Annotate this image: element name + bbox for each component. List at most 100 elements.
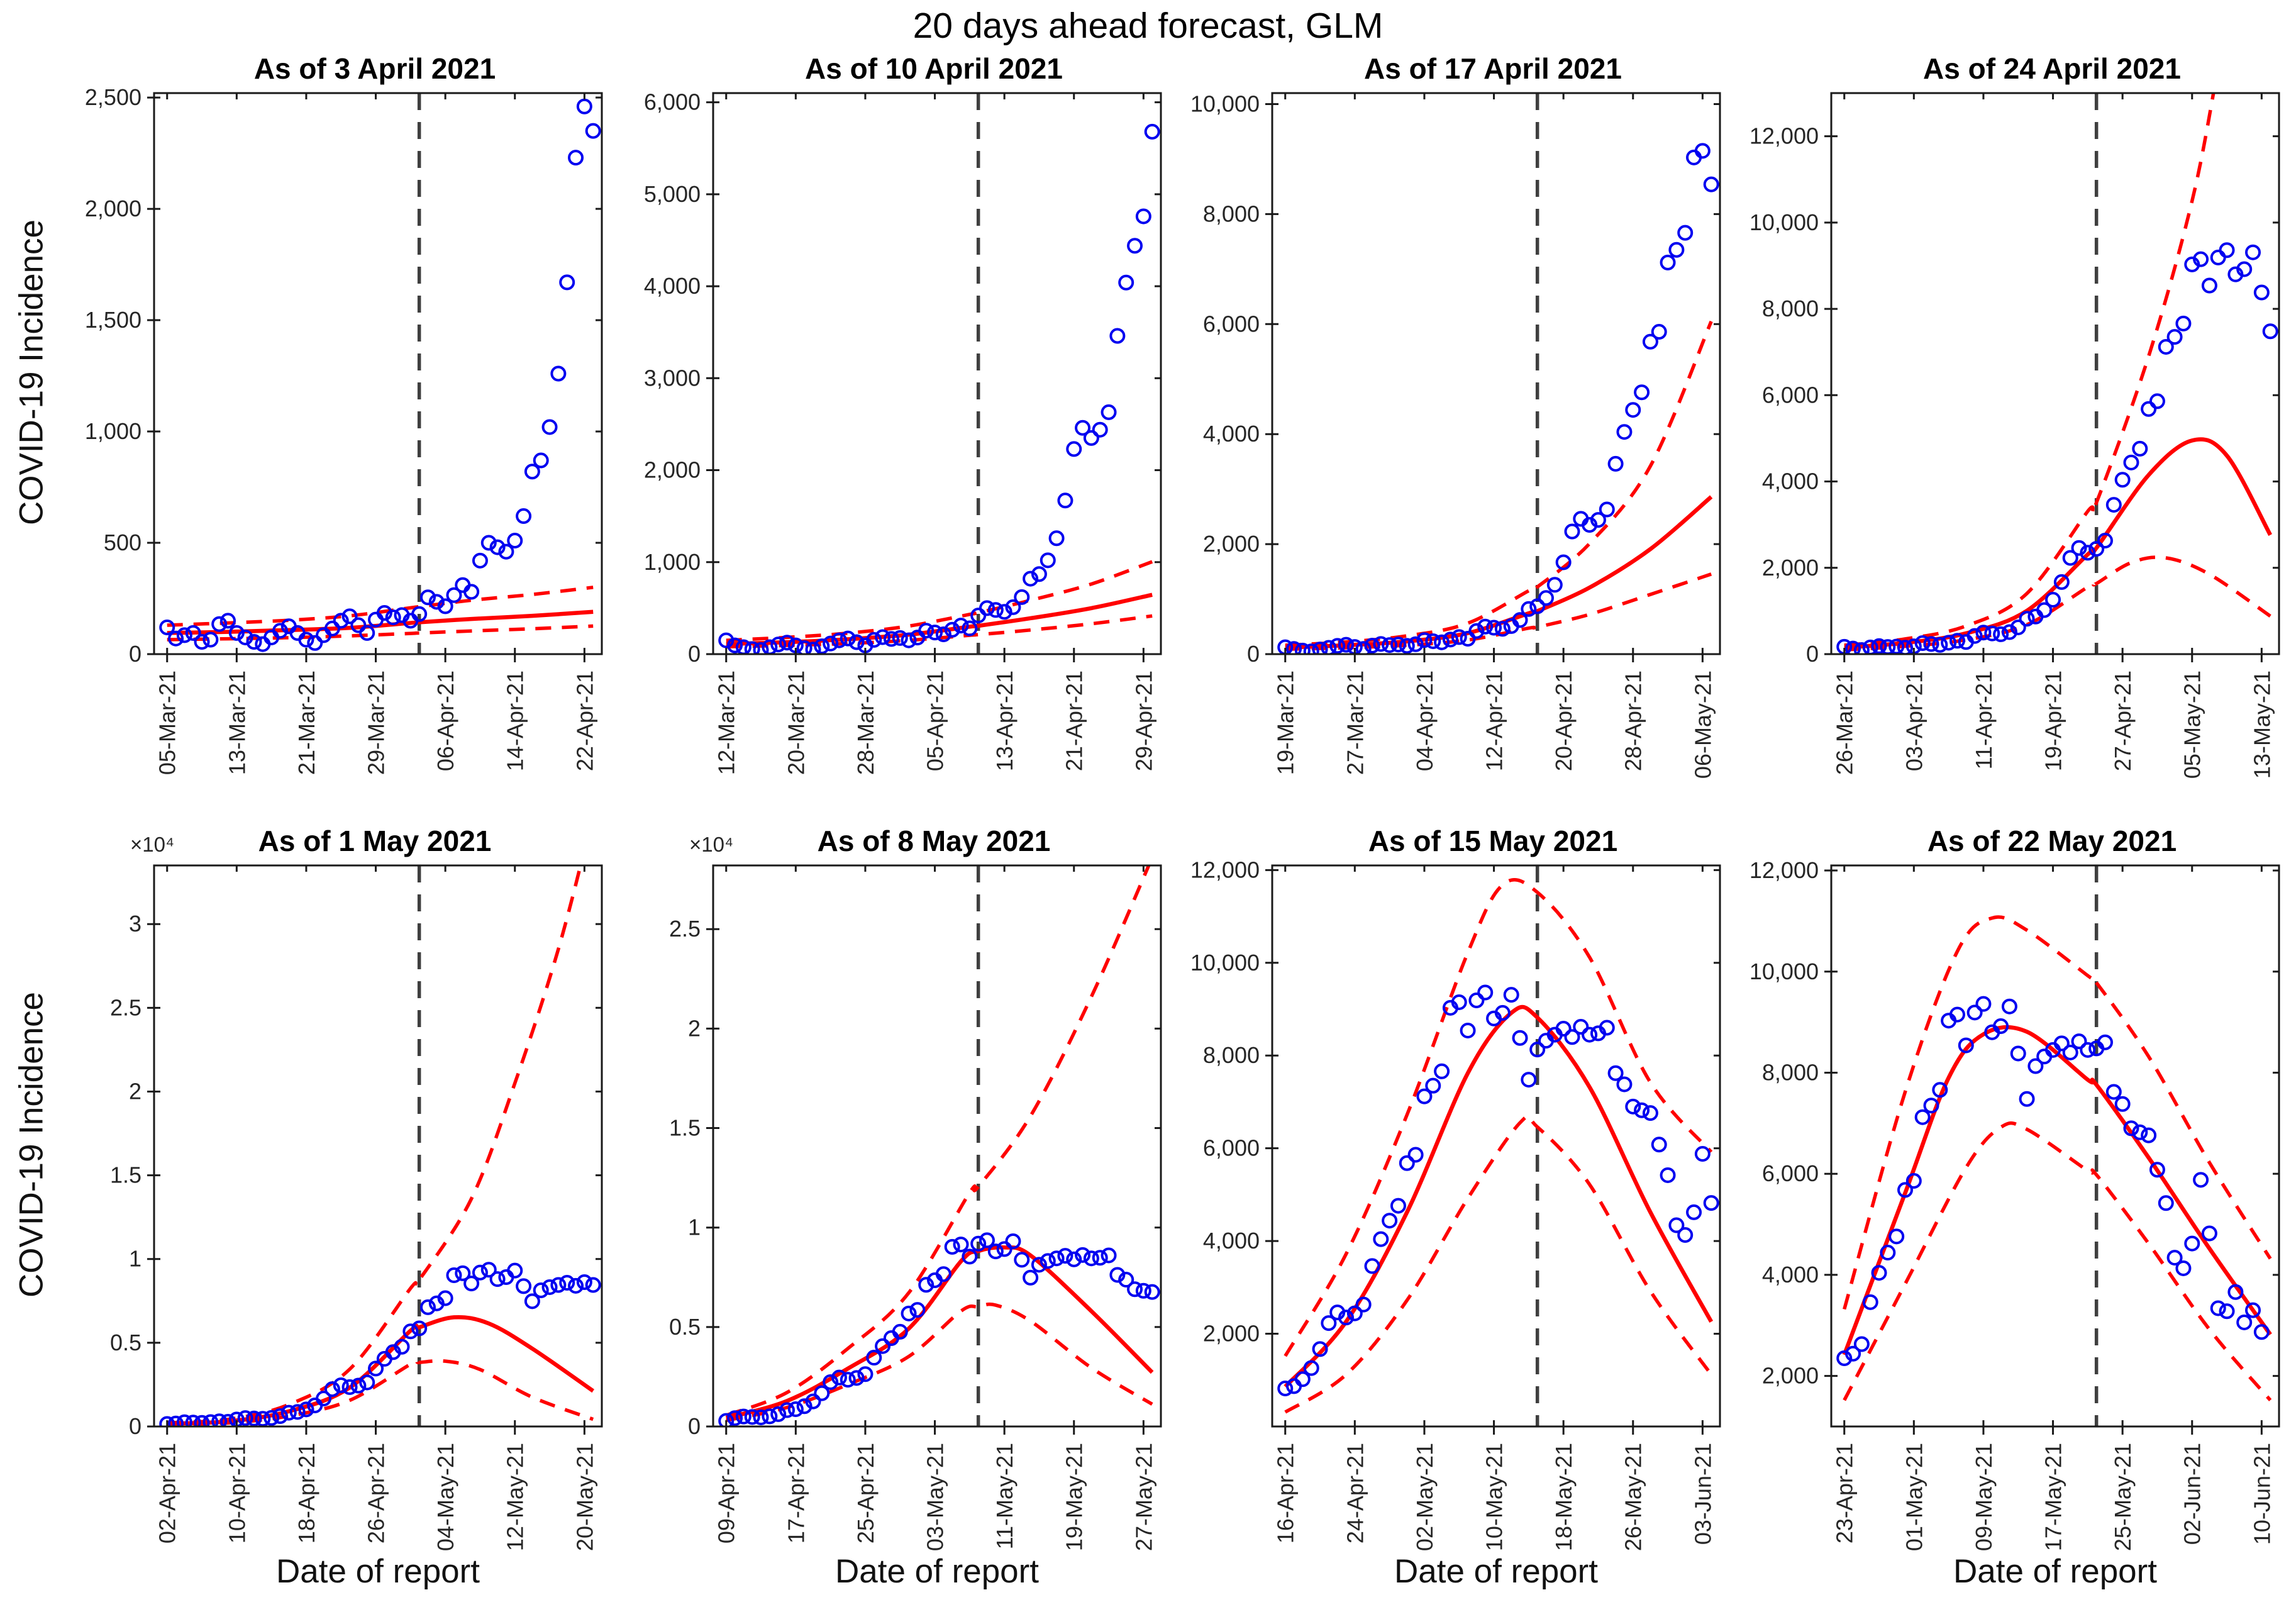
svg-text:20-Mar-21: 20-Mar-21 <box>783 670 809 775</box>
svg-text:05-May-21: 05-May-21 <box>2180 670 2205 779</box>
svg-text:4,000: 4,000 <box>1762 469 1819 494</box>
svg-text:03-Jun-21: 03-Jun-21 <box>1690 1443 1716 1545</box>
subplot-as-of-10-april-2021: As of 10 April 2021 0 1,000 2,000 3,000 4,00… <box>619 50 1178 818</box>
svg-text:09-May-21: 09-May-21 <box>1971 1443 1997 1551</box>
svg-text:0.5: 0.5 <box>669 1314 701 1340</box>
svg-text:23-Apr-21: 23-Apr-21 <box>1832 1443 1858 1543</box>
svg-text:13-Mar-21: 13-Mar-21 <box>224 670 250 775</box>
svg-text:10-Apr-21: 10-Apr-21 <box>224 1443 250 1543</box>
svg-text:2,000: 2,000 <box>85 196 141 221</box>
svg-text:02-Jun-21: 02-Jun-21 <box>2180 1443 2205 1545</box>
svg-text:28-Mar-21: 28-Mar-21 <box>853 670 879 775</box>
svg-text:06-May-21: 06-May-21 <box>1690 670 1716 779</box>
svg-text:10,000: 10,000 <box>1190 950 1260 976</box>
svg-text:0: 0 <box>1247 641 1260 667</box>
subplot-as-of-15-may-2021: As of 15 May 2021 2,000 4,000 6,000 8,000 10… <box>1178 823 1737 1590</box>
svg-text:6,000: 6,000 <box>1203 1135 1260 1161</box>
svg-text:2,000: 2,000 <box>1762 1363 1819 1389</box>
svg-text:19-Mar-21: 19-Mar-21 <box>1273 670 1299 775</box>
svg-text:6,000: 6,000 <box>1203 311 1260 336</box>
svg-text:24-Apr-21: 24-Apr-21 <box>1342 1443 1368 1543</box>
svg-text:10-Jun-21: 10-Jun-21 <box>2249 1443 2275 1545</box>
x-axis-label: Date of report <box>1394 1553 1599 1590</box>
svg-text:14-Apr-21: 14-Apr-21 <box>502 670 528 771</box>
svg-text:0: 0 <box>129 1413 141 1439</box>
svg-text:6,000: 6,000 <box>644 89 701 115</box>
subplot-canvas-7: 2,000 4,000 6,000 8,000 10,000 12,000 23-Apr-2… <box>1750 860 2280 1551</box>
svg-text:12-Mar-21: 12-Mar-21 <box>714 670 740 775</box>
svg-text:22-Apr-21: 22-Apr-21 <box>572 670 597 771</box>
svg-text:26-Apr-21: 26-Apr-21 <box>363 1443 389 1543</box>
svg-text:4,000: 4,000 <box>1203 1228 1260 1254</box>
subplot-title: As of 15 May 2021 <box>1368 825 1618 857</box>
svg-text:1: 1 <box>688 1215 701 1240</box>
subplot-canvas-0: 0 500 1,000 1,500 2,000 2,500 05-Mar-21 13-Mar-… <box>85 88 603 775</box>
svg-text:29-Mar-21: 29-Mar-21 <box>363 670 389 775</box>
svg-text:8,000: 8,000 <box>1203 1042 1260 1068</box>
svg-text:3: 3 <box>129 911 141 937</box>
subplot-title: As of 17 April 2021 <box>1364 52 1622 85</box>
y-exponent-label: ×10⁴ <box>689 833 734 856</box>
svg-text:11-Apr-21: 11-Apr-21 <box>1971 670 1997 769</box>
svg-text:1,000: 1,000 <box>644 549 701 575</box>
subplot-as-of-22-may-2021: As of 22 May 2021 2,000 4,000 6,000 8,000 10… <box>1737 823 2296 1590</box>
svg-text:8,000: 8,000 <box>1762 1059 1819 1085</box>
svg-text:1.5: 1.5 <box>110 1162 141 1188</box>
svg-text:4,000: 4,000 <box>1203 421 1260 447</box>
svg-text:18-May-21: 18-May-21 <box>1551 1443 1577 1551</box>
svg-text:2: 2 <box>129 1078 141 1104</box>
svg-text:4,000: 4,000 <box>1762 1262 1819 1287</box>
svg-text:12,000: 12,000 <box>1750 860 1819 883</box>
svg-text:2.5: 2.5 <box>669 916 701 942</box>
subplot-canvas-4: 0 0.5 1 1.5 2 2.5 3 02-Apr-21 10-Apr-21 18-Apr-21… <box>110 864 603 1551</box>
svg-text:1.5: 1.5 <box>669 1115 701 1141</box>
svg-text:26-Mar-21: 26-Mar-21 <box>1832 670 1858 775</box>
svg-text:2,000: 2,000 <box>644 457 701 483</box>
svg-text:02-Apr-21: 02-Apr-21 <box>155 1443 180 1543</box>
svg-text:27-Mar-21: 27-Mar-21 <box>1342 670 1368 775</box>
x-axis-label: Date of report <box>1953 1553 2158 1590</box>
svg-text:18-Apr-21: 18-Apr-21 <box>294 1443 319 1543</box>
svg-text:04-May-21: 04-May-21 <box>433 1443 458 1551</box>
subplot-title: As of 10 April 2021 <box>805 52 1063 85</box>
svg-text:2,000: 2,000 <box>1203 1321 1260 1347</box>
svg-text:21-Apr-21: 21-Apr-21 <box>1062 670 1087 771</box>
svg-text:29-Apr-21: 29-Apr-21 <box>1131 670 1156 771</box>
svg-text:10,000: 10,000 <box>1190 91 1260 116</box>
svg-text:2.5: 2.5 <box>110 994 141 1020</box>
subplot-title: As of 22 May 2021 <box>1927 825 2177 857</box>
subplot-canvas-3: 0 2,000 4,000 6,000 8,000 10,000 12,000 26-Mar-… <box>1750 92 2280 779</box>
svg-text:2,000: 2,000 <box>1762 555 1819 581</box>
subplot-canvas-2: 0 2,000 4,000 6,000 8,000 10,000 19-Mar-21 27-M… <box>1190 91 1721 779</box>
svg-text:0: 0 <box>688 1413 701 1439</box>
subplot-as-of-24-april-2021: As of 24 April 2021 0 2,000 4,000 6,000 8,00… <box>1737 50 2296 818</box>
y-axis-label-row-2: COVID-19 Incidence <box>13 991 50 1298</box>
figure-title: 20 days ahead forecast, GLM <box>912 6 1384 46</box>
svg-text:13-May-21: 13-May-21 <box>2249 670 2275 779</box>
svg-text:20-Apr-21: 20-Apr-21 <box>1551 670 1577 771</box>
svg-text:500: 500 <box>104 530 141 555</box>
svg-text:0.5: 0.5 <box>110 1330 141 1355</box>
svg-text:25-Apr-21: 25-Apr-21 <box>853 1443 879 1543</box>
svg-text:6,000: 6,000 <box>1762 382 1819 408</box>
svg-text:1,000: 1,000 <box>85 418 141 444</box>
x-axis-label: Date of report <box>275 1553 480 1590</box>
subplot-title: As of 8 May 2021 <box>817 825 1051 857</box>
subplot-as-of-1-may-2021: ×10⁴ As of 1 May 2021 0 0.5 1 1.5 2 2.5 3 02-Ap… <box>60 823 619 1590</box>
svg-text:19-Apr-21: 19-Apr-21 <box>2041 670 2066 771</box>
svg-text:03-Apr-21: 03-Apr-21 <box>1901 670 1927 771</box>
svg-text:25-May-21: 25-May-21 <box>2110 1443 2136 1551</box>
svg-text:12-Apr-21: 12-Apr-21 <box>1482 670 1507 771</box>
svg-text:12-May-21: 12-May-21 <box>502 1443 528 1551</box>
svg-text:10,000: 10,000 <box>1750 209 1819 235</box>
svg-text:06-Apr-21: 06-Apr-21 <box>433 670 458 771</box>
svg-text:20-May-21: 20-May-21 <box>572 1443 597 1551</box>
svg-text:17-May-21: 17-May-21 <box>2041 1443 2066 1551</box>
svg-text:8,000: 8,000 <box>1203 201 1260 226</box>
svg-text:27-May-21: 27-May-21 <box>1131 1443 1156 1551</box>
subplot-as-of-3-april-2021: As of 3 April 2021 0 500 1,000 1,500 2,000 2,… <box>60 50 619 818</box>
y-axis-label-row-1: COVID-19 Incidence <box>13 219 50 526</box>
x-axis-label: Date of report <box>835 1553 1040 1590</box>
subplot-canvas-1: 0 1,000 2,000 3,000 4,000 5,000 6,000 12-Mar-21… <box>644 89 1162 775</box>
svg-text:27-Apr-21: 27-Apr-21 <box>2110 670 2136 771</box>
